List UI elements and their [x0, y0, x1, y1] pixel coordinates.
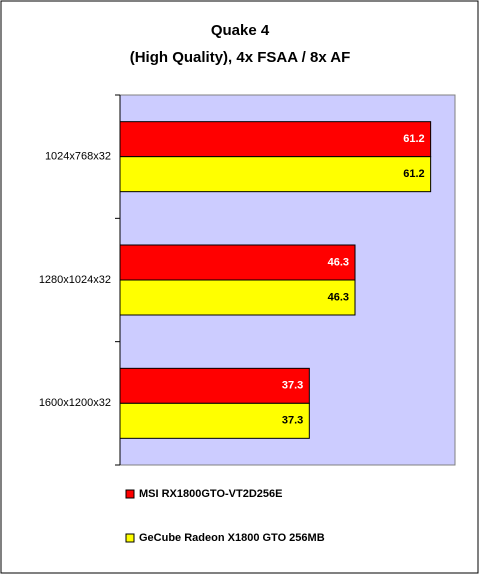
legend-swatch [125, 533, 135, 543]
value-label: 61.2 [403, 168, 424, 180]
value-label: 37.3 [282, 380, 303, 392]
legend-label: MSI RX1800GTO-VT2D256E [139, 488, 282, 500]
y-tick-label: 1600x1200x32 [39, 397, 111, 409]
value-label: 61.2 [403, 133, 424, 145]
bar [119, 402, 310, 439]
bar [119, 156, 432, 193]
value-label: 37.3 [282, 415, 303, 427]
value-label: 46.3 [328, 256, 349, 268]
legend-label: GeCube Radeon X1800 GTO 256MB [139, 532, 325, 544]
bar [119, 121, 432, 158]
chart-subtitle: (High Quality), 4x FSAA / 8x AF [130, 49, 351, 66]
bar [119, 367, 310, 404]
y-tick-label: 1280x1024x32 [39, 274, 111, 286]
y-tick-label: 1024x768x32 [45, 151, 111, 163]
legend-swatch [125, 489, 135, 499]
value-label: 46.3 [328, 291, 349, 303]
bar [119, 244, 356, 281]
chart-title: Quake 4 [211, 22, 270, 39]
bar [119, 279, 356, 316]
